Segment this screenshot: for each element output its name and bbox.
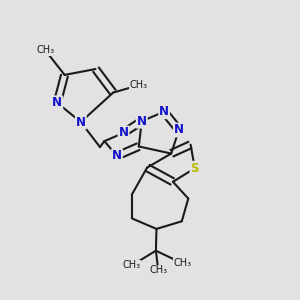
Text: CH₃: CH₃ (36, 46, 55, 56)
Text: CH₃: CH₃ (130, 80, 148, 90)
Text: CH₃: CH₃ (149, 265, 167, 275)
Text: N: N (137, 115, 147, 128)
Text: N: N (52, 96, 62, 110)
Text: N: N (118, 126, 128, 140)
Text: S: S (190, 162, 199, 175)
Text: N: N (76, 116, 86, 128)
Text: N: N (174, 124, 184, 136)
Text: N: N (159, 105, 169, 118)
Text: N: N (112, 149, 122, 162)
Text: CH₃: CH₃ (173, 258, 191, 268)
Text: CH₃: CH₃ (123, 260, 141, 270)
